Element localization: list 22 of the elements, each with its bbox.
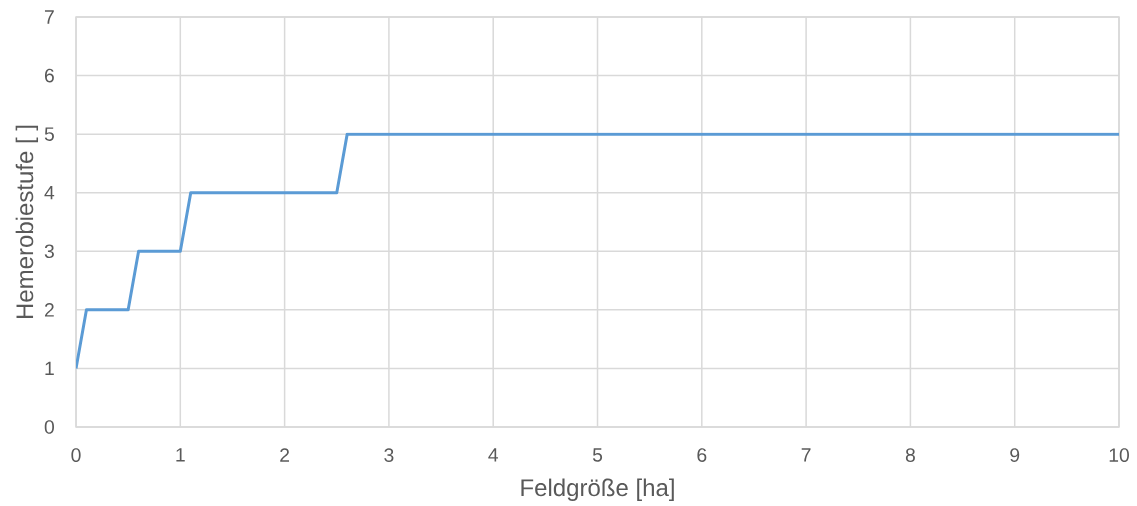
x-tick-label: 10: [1109, 448, 1129, 462]
x-tick-label: 3: [384, 448, 394, 462]
y-tick-label: 2: [44, 303, 54, 317]
y-tick-label: 3: [44, 244, 54, 259]
x-tick-label: 6: [697, 448, 707, 462]
x-tick-label: 4: [488, 448, 499, 462]
x-tick-label: 9: [1010, 448, 1020, 462]
y-tick-label: 6: [44, 68, 54, 83]
y-tick-label: 4: [44, 186, 55, 200]
x-tick-label: 5: [592, 448, 603, 462]
x-tick-label: 2: [280, 448, 290, 462]
line-series: [76, 132, 1119, 370]
x-tick-label: 0: [71, 448, 81, 462]
x-tick-label: 1: [176, 448, 185, 462]
y-tick-label: 7: [44, 10, 54, 24]
y-tick-label: 0: [44, 420, 54, 434]
x-tick-label: 8: [905, 448, 915, 462]
y-axis-title: Hemerobiestufe [ ]: [15, 125, 39, 319]
y-tick-label: 1: [45, 361, 54, 376]
x-tick-label: 7: [801, 448, 811, 462]
y-tick-label: 5: [44, 127, 54, 141]
x-axis-title: Feldgröße [ha]: [521, 478, 674, 501]
